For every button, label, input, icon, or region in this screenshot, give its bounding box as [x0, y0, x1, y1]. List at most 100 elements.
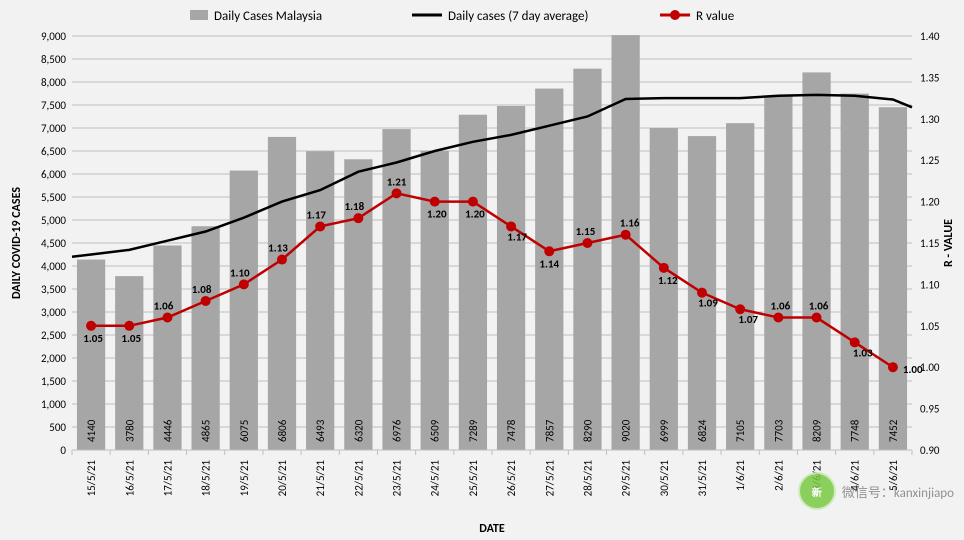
y-right-tick: 1.35	[920, 71, 940, 84]
r-marker	[315, 221, 325, 231]
x-axis-label: DATE	[479, 522, 505, 536]
y-left-tick: 8,500	[41, 53, 66, 66]
x-tick-label: 29/5/21	[620, 460, 633, 497]
watermark-text: 微信号：kanxinjiapo	[842, 482, 954, 501]
r-marker	[353, 213, 363, 223]
y-right-tick: 1.30	[920, 113, 940, 126]
bar	[573, 69, 601, 450]
bar-label: 7748	[849, 419, 862, 442]
bar	[841, 94, 869, 450]
y-right-tick: 1.20	[920, 196, 940, 209]
r-marker	[582, 238, 592, 248]
r-value-label: 1.21	[387, 175, 407, 188]
y-left-tick: 2,500	[41, 329, 66, 342]
r-value-label: 1.08	[192, 283, 212, 296]
y-left-tick: 1,000	[41, 398, 66, 411]
bar-label: 8290	[581, 419, 594, 442]
r-marker	[888, 362, 898, 372]
bar	[153, 245, 181, 450]
x-tick-label: 18/5/21	[200, 460, 213, 497]
legend-swatch-r-marker	[670, 10, 680, 20]
x-tick-label: 15/5/21	[85, 460, 98, 497]
r-value-label: 1.14	[539, 257, 559, 270]
bar	[497, 106, 525, 450]
r-value-label: 1.05	[83, 332, 103, 345]
bar-label: 7857	[543, 419, 556, 442]
bar-label: 6075	[238, 420, 251, 442]
bar	[192, 226, 220, 450]
y-right-tick: 1.25	[920, 154, 940, 167]
y-left-tick: 5,500	[41, 191, 66, 204]
y-left-tick: 7,000	[41, 122, 66, 135]
x-tick-label: 25/5/21	[467, 460, 480, 497]
x-tick-label: 1/6/21	[734, 460, 747, 491]
bar	[459, 115, 487, 450]
x-tick-label: 23/5/21	[391, 460, 404, 497]
bar-label: 6824	[696, 419, 709, 442]
y-right-label: R - VALUE	[942, 219, 956, 267]
r-value-label: 1.06	[771, 300, 791, 313]
y-left-tick: 4,500	[41, 237, 66, 250]
r-marker	[621, 230, 631, 240]
bar-label: 7478	[505, 419, 518, 442]
bar-label: 7452	[887, 419, 900, 442]
y-right-tick: 0.95	[920, 403, 940, 416]
r-value-label: 1.03	[853, 346, 873, 359]
r-marker	[201, 296, 211, 306]
y-right-tick: 0.90	[920, 444, 940, 457]
bar-label: 6976	[391, 419, 404, 442]
chart-container: 05001,0001,5002,0002,5003,0003,5004,0004…	[0, 0, 964, 540]
r-marker	[544, 246, 554, 256]
r-marker	[392, 188, 402, 198]
r-value-label: 1.15	[576, 225, 596, 238]
r-value-label: 1.20	[465, 208, 485, 221]
y-left-tick: 5,000	[41, 214, 66, 227]
bar	[764, 96, 792, 450]
r-marker	[773, 313, 783, 323]
y-left-tick: 6,500	[41, 145, 66, 158]
bar	[268, 137, 296, 450]
x-tick-label: 2/6/21	[772, 460, 785, 491]
y-left-tick: 1,500	[41, 375, 66, 388]
r-value-label: 1.06	[154, 300, 174, 313]
bar	[650, 128, 678, 450]
legend-swatch-bar	[190, 10, 208, 20]
x-tick-label: 16/5/21	[123, 460, 136, 497]
bar-label: 6806	[276, 419, 289, 442]
legend-label-r: R value	[696, 9, 734, 24]
bar-label: 7703	[772, 419, 785, 442]
bar	[802, 72, 830, 450]
bar	[421, 151, 449, 450]
bar	[879, 107, 907, 450]
x-tick-label: 30/5/21	[658, 460, 671, 497]
r-marker	[812, 313, 822, 323]
r-value-label: 1.09	[698, 297, 718, 310]
x-tick-label: 22/5/21	[352, 460, 365, 497]
r-value-label: 1.10	[230, 266, 250, 279]
x-tick-label: 20/5/21	[276, 460, 289, 497]
y-right-tick: 1.15	[920, 237, 940, 250]
x-tick-label: 26/5/21	[505, 460, 518, 497]
bar-label: 6320	[352, 419, 365, 442]
r-value-label: 1.12	[658, 274, 678, 287]
r-value-label: 1.07	[738, 313, 758, 326]
r-value-label: 1.00	[903, 363, 923, 376]
legend-label-bar: Daily Cases Malaysia	[214, 9, 322, 24]
bar-label: 6999	[658, 419, 671, 442]
r-value-label: 1.17	[306, 208, 326, 221]
bar-label: 9020	[620, 419, 633, 442]
r-value-label: 1.05	[121, 332, 141, 345]
chart-svg: 05001,0001,5002,0002,5003,0003,5004,0004…	[0, 0, 964, 540]
x-tick-label: 31/5/21	[696, 460, 709, 497]
x-tick-label: 19/5/21	[238, 460, 251, 497]
y-right-tick: 1.05	[920, 320, 940, 333]
y-left-tick: 8,000	[41, 76, 66, 89]
y-left-tick: 7,500	[41, 99, 66, 112]
bar-label: 6509	[429, 419, 442, 442]
bar-label: 4865	[200, 420, 213, 442]
y-right-tick: 1.00	[920, 361, 940, 374]
r-marker	[239, 279, 249, 289]
r-marker	[124, 321, 134, 331]
r-marker	[162, 313, 172, 323]
bar-label: 8209	[811, 419, 824, 442]
